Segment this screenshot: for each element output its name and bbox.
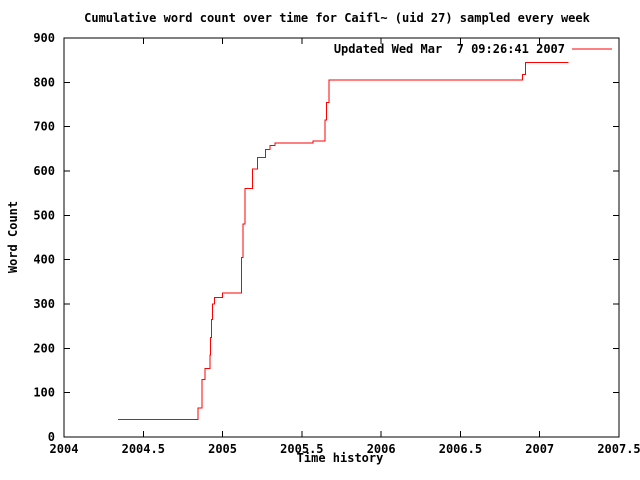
x-tick-label: 2006.5 <box>439 442 482 456</box>
y-tick-label: 500 <box>33 208 55 222</box>
x-tick-label: 2005 <box>208 442 237 456</box>
y-tick-label: 900 <box>33 31 55 45</box>
x-tick-label: 2004 <box>50 442 79 456</box>
chart-title: Cumulative word count over time for Caif… <box>84 11 590 25</box>
y-tick-label: 200 <box>33 341 55 355</box>
x-tick-label: 2006 <box>367 442 396 456</box>
x-tick-label: 2007.5 <box>597 442 640 456</box>
series-line <box>117 61 569 420</box>
plot-border <box>63 37 620 438</box>
y-tick-label: 400 <box>33 253 55 267</box>
x-axis-label: Time history <box>296 451 384 465</box>
legend-label: Updated Wed Mar 7 09:26:41 2007 <box>333 42 565 56</box>
y-tick-label: 600 <box>33 164 55 178</box>
y-tick-label: 300 <box>33 297 55 311</box>
y-tick-label: 800 <box>33 75 55 89</box>
x-tick-label: 2005.5 <box>280 442 323 456</box>
y-tick-label: 100 <box>33 386 55 400</box>
y-tick-label: 0 <box>48 430 55 444</box>
y-tick-label: 700 <box>33 120 55 134</box>
x-tick-label: 2004.5 <box>122 442 165 456</box>
y-axis-label: Word Count <box>6 200 20 274</box>
x-tick-label: 2007 <box>525 442 554 456</box>
